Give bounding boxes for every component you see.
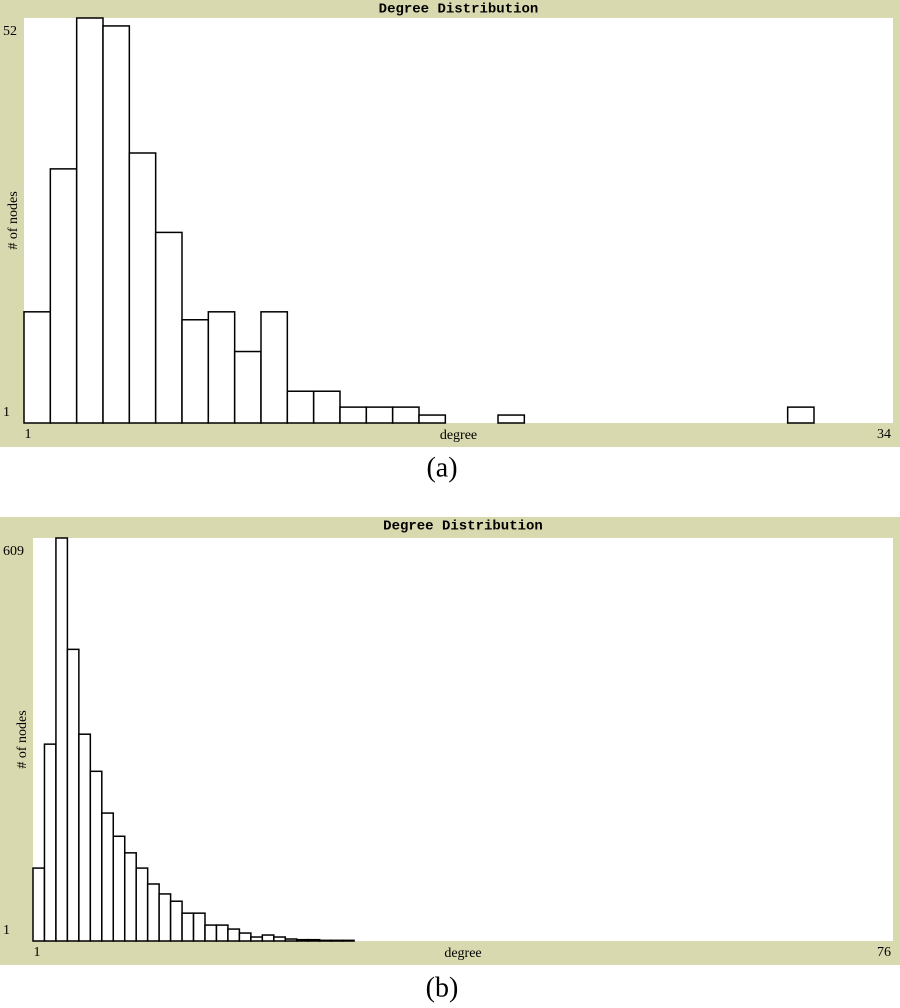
bar	[23, 311, 52, 424]
y-axis-label: # of nodes	[15, 710, 30, 768]
bar	[307, 938, 321, 942]
bar	[101, 812, 115, 942]
bar	[418, 414, 447, 424]
bar	[123, 852, 137, 942]
bar	[181, 912, 195, 942]
bar	[227, 928, 241, 942]
bar	[318, 939, 332, 942]
bar	[786, 406, 815, 424]
bar	[32, 867, 46, 942]
bar	[89, 770, 103, 942]
x-tick-label: 76	[877, 945, 891, 960]
bar	[192, 912, 206, 942]
bar	[497, 414, 526, 424]
plot-area	[33, 538, 893, 941]
bar	[55, 537, 69, 942]
bar	[261, 934, 275, 942]
bar	[158, 893, 172, 942]
bar	[112, 835, 126, 942]
x-tick-label: 1	[25, 427, 32, 442]
bar	[66, 648, 80, 942]
chart-title: Degree Distribution	[383, 519, 543, 535]
y-tick-label: 1	[3, 923, 10, 938]
x-tick-label: 34	[877, 427, 891, 442]
bar	[295, 938, 309, 942]
bar	[284, 938, 298, 942]
x-tick-label: 1	[34, 945, 41, 960]
bar	[181, 319, 210, 424]
bar	[75, 17, 104, 424]
bar	[49, 168, 78, 424]
bar	[339, 406, 368, 424]
bar	[154, 231, 183, 424]
bar	[43, 743, 57, 942]
chart-title: Degree Distribution	[379, 2, 539, 18]
bar	[78, 733, 92, 942]
bar	[341, 939, 355, 942]
bar	[135, 867, 149, 942]
y-tick-label: 52	[3, 24, 17, 39]
bar	[207, 311, 236, 424]
bar	[365, 406, 394, 424]
bar	[238, 932, 252, 942]
bar	[260, 311, 289, 424]
y-tick-label: 609	[3, 544, 24, 559]
bar	[102, 25, 131, 424]
caption: (b)	[426, 972, 459, 1003]
bar	[250, 936, 264, 942]
bar	[146, 883, 160, 942]
bar	[215, 924, 229, 942]
bar	[169, 900, 183, 942]
bar	[330, 939, 344, 942]
caption: (a)	[426, 452, 457, 483]
x-axis-label: degree	[440, 428, 477, 443]
bar	[273, 936, 287, 942]
x-axis-label: degree	[444, 946, 481, 961]
bar	[312, 390, 341, 424]
bar	[391, 406, 420, 424]
bar	[233, 350, 262, 424]
y-tick-label: 1	[3, 405, 10, 420]
bar	[128, 152, 157, 424]
bar	[286, 390, 315, 424]
y-axis-label: # of nodes	[6, 191, 21, 249]
bar	[204, 924, 218, 942]
